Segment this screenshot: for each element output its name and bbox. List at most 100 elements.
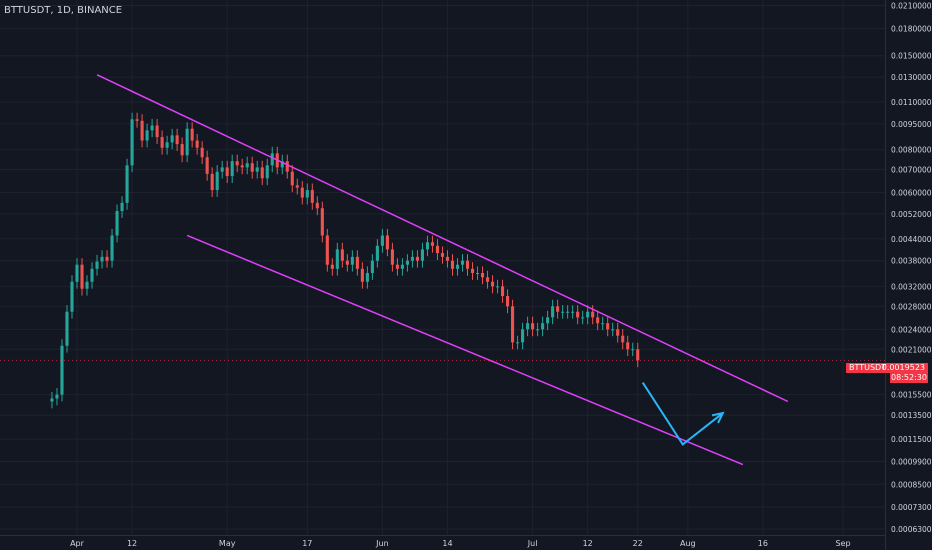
candle-body: [636, 349, 640, 361]
candle-body: [185, 128, 189, 156]
y-tick-label: 0.0007300: [891, 503, 932, 512]
candle-body: [50, 398, 54, 402]
candle-body: [135, 119, 139, 121]
y-tick-label: 0.0110000: [891, 98, 932, 107]
candle-body: [350, 256, 354, 265]
candle-body: [120, 202, 124, 212]
candle-body: [631, 349, 635, 351]
y-tick-label: 0.0009900: [891, 458, 932, 467]
y-tick-label: 0.0038000: [891, 257, 932, 266]
candle-body: [440, 253, 445, 257]
projection-arrowhead: [711, 411, 725, 424]
candle-body: [345, 260, 349, 265]
candle-body: [611, 329, 615, 331]
candle-body: [70, 281, 74, 312]
y-tick-label: 0.0013500: [891, 411, 932, 420]
y-tick-label: 0.0210000: [891, 2, 932, 11]
price-tag-symbol: BTTUSDT: [849, 363, 887, 372]
candle-body: [365, 273, 369, 282]
candle-body: [60, 345, 64, 395]
candle-body: [105, 256, 109, 261]
candle-body: [235, 161, 239, 166]
last-price-tag: BTTUSDT 0.0019523: [846, 363, 928, 373]
candle-body: [561, 311, 565, 313]
candle-body: [586, 311, 590, 318]
candle-body: [511, 306, 515, 343]
candle-body: [556, 306, 560, 312]
candle-body: [380, 235, 384, 246]
x-tick-label: Jun: [375, 539, 389, 548]
x-tick-label: Jul: [527, 539, 538, 548]
candle-body: [285, 161, 289, 172]
candle-body: [85, 281, 89, 289]
candle-body: [240, 165, 244, 168]
x-tick-label: Aug: [680, 539, 696, 548]
candle-body: [145, 130, 149, 141]
candle-body: [190, 128, 194, 141]
candle-body: [270, 153, 274, 166]
x-tick-label: 16: [758, 539, 768, 548]
candle-body: [626, 342, 630, 350]
y-tick-label: 0.0015500: [891, 391, 932, 400]
candle-body: [480, 273, 485, 278]
candle-body: [455, 264, 460, 269]
candle-body: [295, 185, 299, 188]
candle-body: [330, 264, 334, 269]
candle-body: [80, 264, 84, 289]
x-tick-label: Sep: [835, 539, 850, 548]
candle-body: [245, 163, 249, 168]
y-tick-label: 0.0011500: [891, 435, 932, 444]
candle-body: [140, 120, 144, 141]
candle-body: [320, 208, 324, 236]
candle-body: [160, 137, 164, 148]
candle-body: [110, 235, 114, 261]
candle-body: [310, 190, 314, 203]
y-tick-label: 0.0028000: [891, 302, 932, 311]
y-tick-label: 0.0080000: [891, 146, 932, 155]
candle-body: [460, 260, 465, 265]
candle-body: [90, 268, 94, 282]
candle-body: [180, 144, 184, 156]
candle-body: [255, 167, 259, 172]
candle-body: [536, 329, 540, 331]
candle-body: [445, 256, 450, 261]
symbol-title: BTTUSDT, 1D, BINANCE: [4, 5, 123, 16]
candle-body: [400, 264, 404, 269]
candle-body: [395, 264, 399, 269]
y-tick-label: 0.0006300: [891, 525, 932, 534]
candle-body: [215, 171, 219, 191]
candle-body: [495, 286, 500, 288]
candle-body: [220, 167, 224, 172]
candle-body: [430, 242, 435, 246]
candle-body: [65, 311, 69, 346]
candle-body: [125, 165, 129, 203]
candle-body: [165, 142, 169, 148]
candle-body: [305, 190, 309, 198]
y-tick-label: 0.0008500: [891, 480, 932, 489]
candle-body: [521, 329, 525, 343]
candle-body: [280, 161, 284, 168]
candle-body: [516, 342, 520, 344]
candle-body: [355, 256, 359, 269]
x-tick-label: Apr: [70, 539, 85, 548]
candle-body: [265, 165, 269, 179]
candle-body: [150, 125, 154, 131]
candle-body: [551, 306, 555, 318]
candle-body: [591, 311, 595, 318]
candle-body: [175, 135, 179, 145]
candle-body: [616, 329, 620, 336]
y-tick-label: 0.0044000: [891, 235, 932, 244]
candle-body: [385, 235, 389, 250]
candle-body: [566, 311, 570, 313]
x-tick-label: 12: [127, 539, 137, 548]
candle-body: [130, 119, 134, 166]
candle-body: [490, 281, 495, 287]
candle-body: [606, 323, 610, 330]
candle-body: [250, 163, 254, 172]
y-tick-label: 0.0052000: [891, 210, 932, 219]
candle-body: [531, 323, 535, 330]
candle-body: [100, 256, 104, 262]
candle-body: [95, 261, 99, 269]
candle-body: [450, 260, 455, 269]
